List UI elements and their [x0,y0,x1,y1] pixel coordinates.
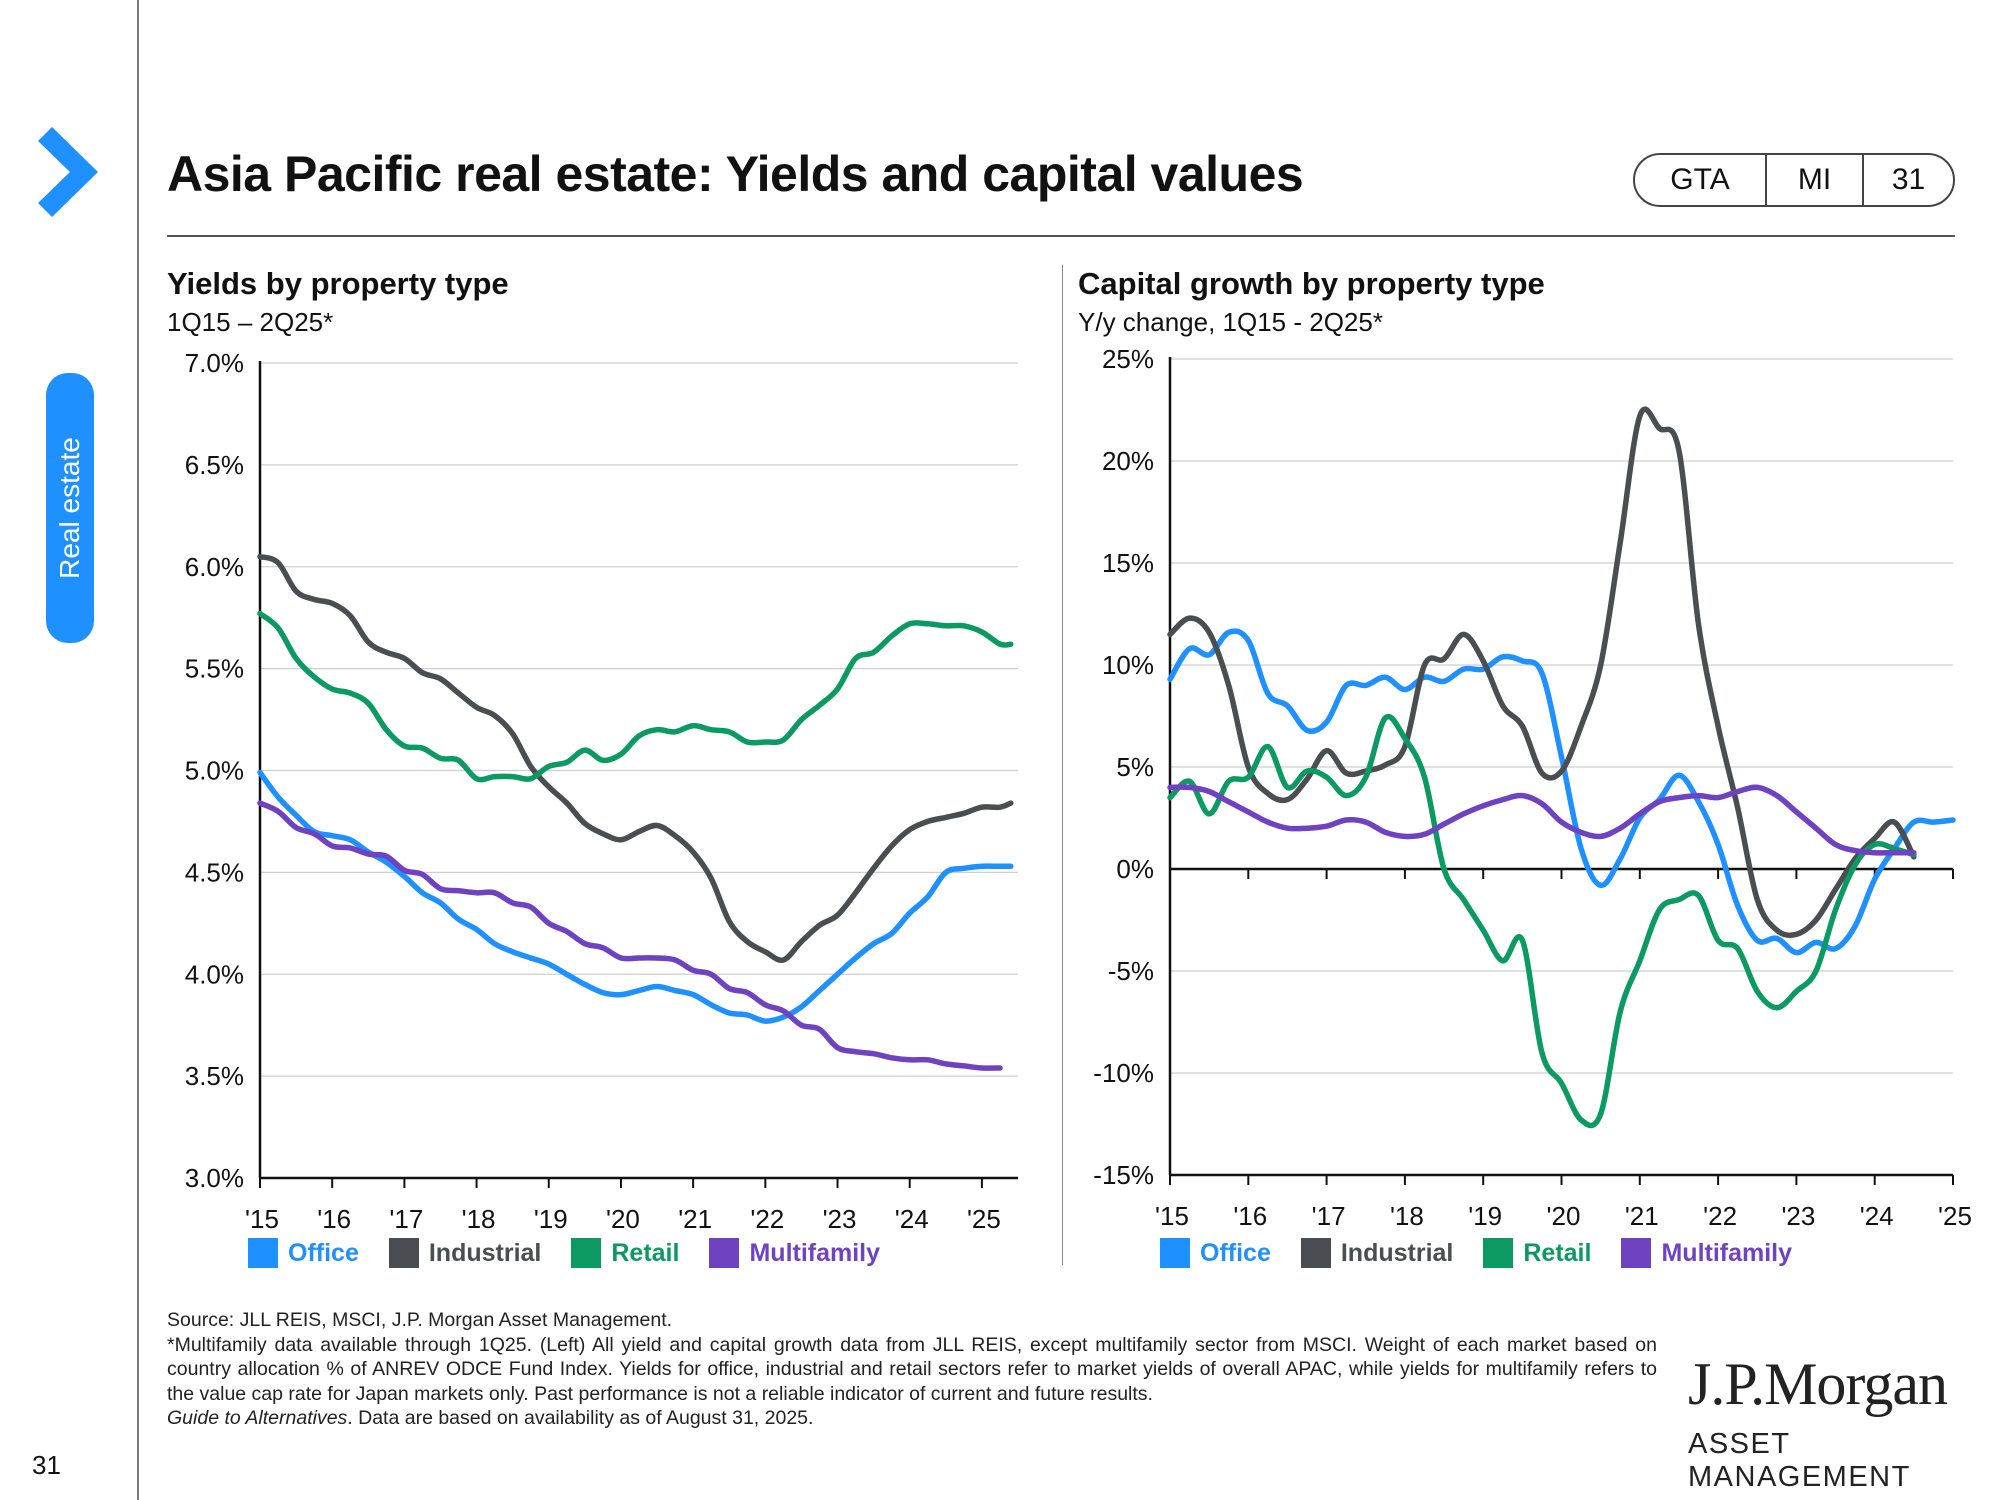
y-tick-label: 4.5% [185,857,244,887]
x-tick-label: '15 [245,1204,279,1234]
legend-item-office: Office [248,1238,359,1268]
x-tick-label: '23 [1781,1201,1815,1231]
y-tick-label: 25% [1102,344,1154,374]
guide-note: Guide to Alternatives. Data are based on… [167,1406,1657,1431]
section-tab-real-estate[interactable]: Real estate [46,373,94,643]
y-tick-label: 10% [1102,650,1154,680]
series-line-multifamily [1167,784,1917,856]
x-tick-label: '16 [1233,1201,1267,1231]
y-tick-label: 5.0% [185,756,244,786]
x-tick-label: '22 [750,1204,784,1234]
y-tick-label: 3.5% [185,1061,244,1091]
x-tick-label: '24 [1860,1201,1894,1231]
footnotes: Source: JLL REIS, MSCI, J.P. Morgan Asse… [167,1308,1657,1431]
y-tick-label: 5.5% [185,654,244,684]
legend-item-retail: Retail [1483,1238,1591,1268]
page-number: 31 [32,1450,61,1480]
guide-availability: . Data are based on availability as of A… [347,1407,814,1429]
legend-label-retail: Retail [611,1238,680,1267]
legend-item-multifamily: Multifamily [1621,1238,1792,1268]
y-tick-label: 15% [1102,548,1154,578]
y-tick-label: -10% [1093,1058,1154,1088]
right-panel-subtitle: Y/y change, 1Q15 - 2Q25* [1078,307,1383,337]
legend-item-industrial: Industrial [1300,1238,1454,1268]
x-tick-label: '20 [606,1204,640,1234]
y-tick-label: -5% [1108,956,1154,986]
panel-divider [1062,265,1063,1265]
y-tick-label: 5% [1116,752,1154,782]
badge-gta: GTA [1635,155,1767,205]
legend-item-retail: Retail [571,1238,679,1268]
legend-item-multifamily: Multifamily [709,1238,880,1268]
y-tick-label: 20% [1102,446,1154,476]
page-title: Asia Pacific real estate: Yields and cap… [167,146,1304,202]
y-tick-label: -15% [1093,1160,1154,1190]
y-tick-label: 7.0% [185,348,244,378]
legend-label-industrial: Industrial [1340,1238,1454,1267]
left-panel-subtitle: 1Q15 – 2Q25* [167,307,334,337]
badge-mi: MI [1767,155,1864,205]
series-line-office [1167,628,1956,956]
legend-label-office: Office [1200,1238,1271,1267]
legend-label-industrial: Industrial [428,1238,542,1267]
asset-management-logo: ASSET MANAGEMENT [1688,1428,1911,1493]
series-line-industrial [1167,406,1917,939]
badge-page-number: 31 [1891,163,1926,196]
x-tick-label: '18 [462,1204,496,1234]
x-tick-label: '22 [1703,1201,1737,1231]
yields-chart: 3.0% 3.5% 4.0% 4.5% 5.0% 5.5% 6.0% 6.5% 7.0% '15 '… [185,348,1018,1234]
series-line-multifamily [257,800,1003,1071]
capital-growth-chart: -15% -10% -5% 0% 5% 10% 15% 20% 25% '15 '16 '17 '18 '… [1093,344,1972,1231]
legend-item-office: Office [1160,1238,1271,1268]
chevron-right-icon [38,127,98,217]
legend-label-multifamily: Multifamily [1661,1238,1793,1267]
x-tick-label: '16 [317,1204,351,1234]
left-vertical-rule [137,0,139,1500]
right-panel-title: Capital growth by property type [1078,266,1545,301]
page-badges: GTA MI 31 [1633,153,1955,207]
legend-label-retail: Retail [1523,1238,1592,1267]
source-note: Source: JLL REIS, MSCI, J.P. Morgan Asse… [167,1309,673,1331]
guide-title: Guide to Alternatives [167,1407,348,1429]
legend-label-office: Office [288,1238,359,1267]
x-tick-label: '19 [534,1204,568,1234]
legend-item-industrial: Industrial [388,1238,542,1268]
x-tick-label: '19 [1468,1201,1502,1231]
left-panel-title: Yields by property type [167,266,509,301]
x-tick-label: '17 [389,1204,423,1234]
series-line-retail [1167,713,1917,1129]
x-tick-label: '18 [1390,1201,1424,1231]
x-tick-label: '15 [1155,1201,1189,1231]
data-note: *Multifamily data available through 1Q25… [167,1333,1657,1405]
x-tick-label: '25 [967,1204,1001,1234]
x-tick-label: '25 [1938,1201,1972,1231]
series-line-office [257,769,1014,1024]
left-legend: Office Industrial Retail Multifamily [248,1238,910,1268]
x-tick-label: '21 [678,1204,712,1234]
y-tick-label: 0% [1116,854,1154,884]
x-tick-label: '24 [895,1204,929,1234]
series-line-industrial [257,553,1014,963]
legend-label-multifamily: Multifamily [749,1238,881,1267]
y-tick-label: 3.0% [185,1163,244,1193]
x-tick-label: '17 [1312,1201,1346,1231]
y-tick-label: 4.0% [185,959,244,989]
jpmorgan-logo: J.P.Morgan [1688,1351,1948,1417]
y-tick-label: 6.0% [185,552,244,582]
section-tab-label: Real estate [54,437,85,579]
title-divider [167,235,1955,237]
y-tick-label: 6.5% [185,450,244,480]
x-tick-label: '20 [1547,1201,1581,1231]
x-tick-label: '21 [1625,1201,1659,1231]
x-tick-label: '23 [823,1204,857,1234]
series-line-retail [257,610,1014,783]
right-legend: Office Industrial Retail Multifamily [1160,1238,1822,1268]
